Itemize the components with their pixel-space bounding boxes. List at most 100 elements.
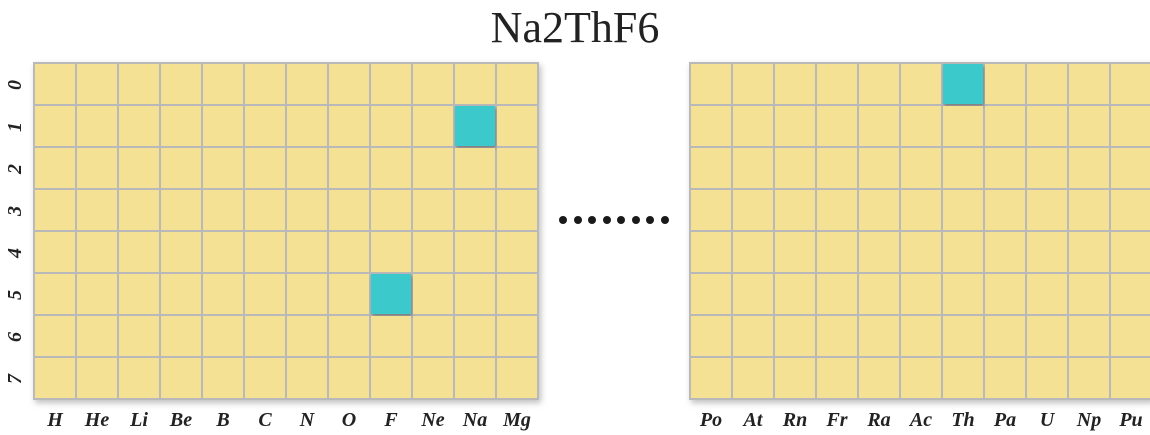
grid-cell	[329, 64, 369, 104]
grid-cell	[329, 190, 369, 230]
grid-cell	[245, 274, 285, 314]
grid-cell	[1027, 190, 1067, 230]
grid-cell	[371, 106, 411, 146]
grid-cell	[287, 274, 327, 314]
row-label-text: 4	[4, 248, 26, 258]
ellipsis-dot	[631, 216, 640, 224]
grid-cell	[859, 64, 899, 104]
grid-cell	[413, 106, 453, 146]
grid-cell	[859, 148, 899, 188]
grid-cell	[161, 64, 201, 104]
grid-cell	[817, 316, 857, 356]
grid-cell	[901, 358, 941, 398]
grid-cell	[1027, 358, 1067, 398]
grid-cell	[203, 148, 243, 188]
grid-cell	[455, 190, 495, 230]
grid-cell	[1027, 148, 1067, 188]
grid-cell	[1069, 316, 1109, 356]
grid-cell	[455, 316, 495, 356]
column-label: Ne	[421, 409, 445, 431]
row-label-text: 6	[4, 332, 26, 342]
grid-cell	[119, 274, 159, 314]
grid-cell	[985, 148, 1025, 188]
grid-cell	[497, 274, 537, 314]
grid-cell	[35, 232, 75, 272]
grid-cell-filled	[455, 106, 495, 146]
grid-cell	[985, 274, 1025, 314]
column-label: Pu	[1119, 409, 1143, 431]
grid-cell	[985, 190, 1025, 230]
grid-cell	[943, 316, 983, 356]
ellipsis-dot	[602, 216, 611, 224]
grid-cell	[371, 316, 411, 356]
column-label: O	[341, 409, 357, 431]
grid-cell	[161, 316, 201, 356]
ellipsis-dot	[559, 216, 567, 224]
ellipsis-dot	[617, 216, 626, 224]
grid-cell	[1111, 106, 1150, 146]
grid-cell	[943, 106, 983, 146]
grid-cell	[287, 64, 327, 104]
grid-cell	[119, 316, 159, 356]
grid-cell	[901, 106, 941, 146]
grid-cell	[35, 316, 75, 356]
grid-cell	[817, 358, 857, 398]
row-label-text: 3	[4, 206, 26, 216]
row-label-text: 2	[4, 164, 26, 174]
grid-cell-filled	[943, 64, 983, 104]
grid-cell	[119, 106, 159, 146]
grid-cell	[497, 64, 537, 104]
grid-cell	[329, 358, 369, 398]
row-label: 6	[0, 316, 30, 358]
grid-cell	[77, 232, 117, 272]
grid-cell	[371, 232, 411, 272]
formula-title: Na2ThF6	[490, 3, 660, 52]
grid-cell	[161, 106, 201, 146]
column-label: Pa	[993, 409, 1017, 431]
column-label: Be	[169, 409, 193, 431]
grid-cell	[733, 316, 773, 356]
grid-cell	[35, 190, 75, 230]
grid-cell	[371, 64, 411, 104]
row-label: 1	[0, 106, 30, 148]
grid-cell	[985, 316, 1025, 356]
row-label: 3	[0, 190, 30, 232]
grid-cell	[1111, 316, 1150, 356]
grid-cell	[455, 358, 495, 398]
grid-cell	[901, 232, 941, 272]
grid-cell	[1069, 106, 1109, 146]
grid-cell	[691, 316, 731, 356]
column-label: He	[84, 409, 110, 431]
grid-cell	[943, 190, 983, 230]
grid-cell	[161, 274, 201, 314]
grid-cell	[119, 232, 159, 272]
grid-cell	[413, 358, 453, 398]
grid-cell	[35, 274, 75, 314]
grid-cell	[985, 232, 1025, 272]
grid-cell	[901, 64, 941, 104]
grid-cell	[1111, 232, 1150, 272]
grid-cell	[775, 64, 815, 104]
grid-cell	[245, 64, 285, 104]
grid-cell	[985, 64, 1025, 104]
row-label: 7	[0, 358, 30, 400]
element-grid-left	[33, 62, 539, 400]
grid-cell	[161, 232, 201, 272]
grid-cell	[859, 274, 899, 314]
grid-cell	[119, 358, 159, 398]
column-label: Rn	[782, 409, 808, 431]
ellipsis-dot	[588, 216, 597, 224]
grid-cell	[817, 190, 857, 230]
grid-cell	[775, 106, 815, 146]
grid-cell	[203, 232, 243, 272]
column-label: Mg	[503, 409, 531, 431]
grid-cell	[203, 274, 243, 314]
grid-cell	[245, 106, 285, 146]
grid-cell	[859, 190, 899, 230]
grid-cell	[817, 232, 857, 272]
grid-cell	[329, 274, 369, 314]
grid-cell	[413, 232, 453, 272]
column-labels-left: H He Li Be B C N O F Ne Na Mg	[35, 407, 537, 433]
grid-cell	[1111, 148, 1150, 188]
grid-cell	[691, 148, 731, 188]
